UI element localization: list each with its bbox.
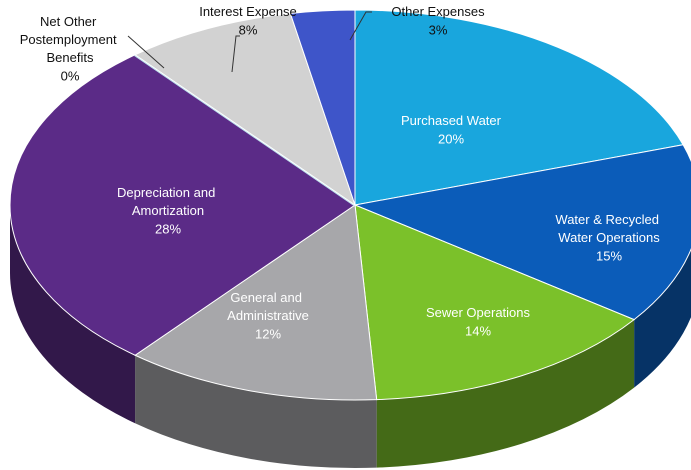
slice-value-label: 20% [438,131,464,146]
slice [134,12,356,207]
slice-label: Net Other Postemployment Benefits [20,14,120,65]
slice [289,9,356,206]
slice-label: Purchased Water [401,113,502,128]
slice-value-label: 3% [429,22,448,37]
leader-line [349,11,372,41]
slice-label: Water & Recycled Water Operations [555,212,662,245]
labels: Purchased Water 20% Water & Recycled Water… [20,4,662,341]
slice-label: Other Expenses [391,4,485,19]
slice [354,204,636,401]
slice-value-label: 15% [596,248,622,263]
slice-label: Interest Expense [199,4,297,19]
pie-tops [9,9,691,401]
slice [353,144,691,321]
slice-label: Sewer Operations [426,305,531,320]
slice-side [135,355,377,468]
slice-side [376,319,635,468]
slice-value-label: 14% [465,323,491,338]
slice [354,9,684,206]
slice-value-label: 28% [155,221,181,236]
slice-side [10,205,136,424]
leader-line [231,35,240,73]
leader-line [127,35,165,69]
pie-sides [10,205,691,468]
slice-value-label: 12% [255,326,281,341]
slice [9,54,356,356]
slice-label: Depreciation and Amortization [117,185,219,218]
slice [134,204,378,401]
slice-value-label: 0% [61,68,80,83]
slice-value-label: 8% [239,22,258,37]
slice-label: General and Administrative [227,290,309,323]
slice-side [634,249,691,388]
